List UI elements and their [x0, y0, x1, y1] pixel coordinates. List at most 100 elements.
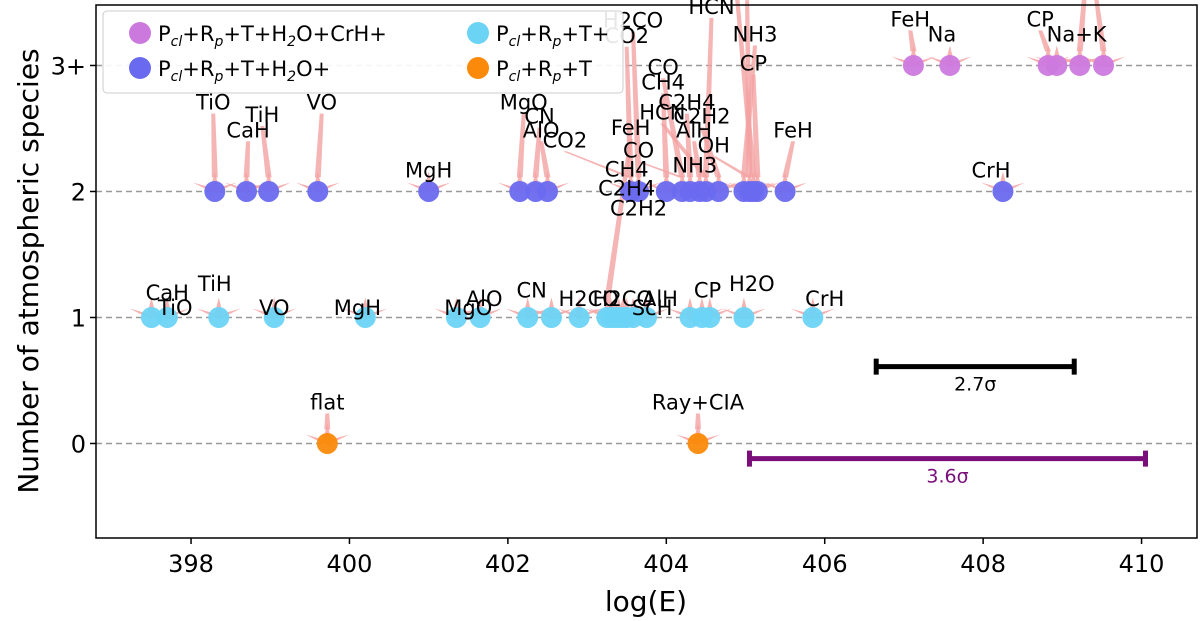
label-leader	[908, 30, 917, 52]
data-point	[445, 306, 467, 328]
point-label: AlH	[642, 287, 678, 311]
label-leader	[661, 78, 686, 178]
data-point	[687, 432, 709, 454]
y-axis-ticks: 0 1 2 3+	[51, 52, 96, 458]
label-leader	[631, 31, 642, 178]
data-point	[517, 306, 539, 328]
point-label: HCN	[639, 101, 685, 125]
point-label: CaH	[226, 118, 269, 142]
x-tick-label: 408	[960, 550, 1006, 578]
point-label: H2CO	[593, 287, 653, 311]
point-label: NH3	[672, 154, 717, 178]
data-point	[540, 306, 562, 328]
point-label: TiH	[197, 272, 232, 296]
point-label: OH	[698, 133, 730, 157]
point-label: CP	[740, 52, 767, 76]
legend-marker	[129, 57, 151, 79]
point-label: CO	[623, 138, 654, 162]
data-point	[418, 180, 440, 202]
x-tick-label: 398	[168, 550, 214, 578]
point-label: CN	[524, 104, 554, 128]
data-point	[258, 180, 280, 202]
point-label: VO	[306, 91, 337, 115]
point-label: FeH	[890, 7, 930, 31]
y-tick-label: 3+	[51, 52, 86, 80]
point-label: NH3	[733, 23, 778, 47]
point-label: AlO	[466, 287, 503, 311]
significance-bars: 2.7σ 3.6σ	[746, 358, 1149, 488]
point-label: MgH	[334, 296, 381, 320]
legend-label: Pcl+Rp+T+	[496, 22, 609, 50]
point-label: HCN	[688, 0, 734, 19]
point-label: H2CO	[558, 287, 618, 311]
label-leader	[243, 141, 251, 178]
point-label: CN	[516, 278, 546, 302]
data-point	[263, 306, 285, 328]
point-label: OH	[731, 0, 763, 1]
label-leader	[324, 413, 331, 430]
point-label: MgO	[444, 296, 492, 320]
label-leader	[516, 113, 526, 178]
point-label: C2H2	[610, 196, 667, 220]
point-label: Na	[928, 23, 957, 47]
x-axis-label: log(E)	[605, 585, 687, 618]
point-label: H2O	[729, 272, 775, 296]
x-tick-label: 410	[1119, 550, 1165, 578]
data-point	[1093, 54, 1115, 76]
data-point	[536, 180, 558, 202]
point-label: CO2	[543, 128, 588, 152]
label-leader	[782, 141, 796, 178]
label-leader	[692, 141, 703, 178]
data-point	[509, 180, 531, 202]
data-point	[636, 306, 657, 328]
x-tick-label: 402	[485, 550, 531, 578]
point-label: AlO	[523, 118, 560, 142]
point-label: FeH	[611, 116, 651, 140]
point-label: ScH	[632, 296, 673, 320]
point-label: MgH	[405, 159, 452, 183]
label-leader	[260, 126, 272, 178]
data-point	[992, 180, 1014, 202]
point-label: CaH	[146, 281, 189, 305]
label-leader	[636, 161, 686, 178]
data-point	[655, 180, 677, 202]
x-axis-ticks: 398 400 402 404 406 408 410	[168, 538, 1164, 578]
legend-label: Pcl+Rp+T+H2O+CrH+	[158, 22, 387, 50]
data-point	[699, 306, 721, 328]
y-axis-label: Number of atmospheric species	[12, 48, 45, 493]
y-tick-label: 1	[71, 304, 86, 332]
data-point	[235, 180, 257, 202]
plot-frame	[95, 4, 1198, 539]
label-leader	[562, 151, 634, 178]
y-tick-label: 2	[71, 178, 86, 206]
legend-marker	[467, 57, 489, 79]
data-point	[316, 432, 338, 454]
label-leader	[211, 113, 218, 178]
label-leader	[1094, 0, 1107, 52]
data-point	[208, 306, 230, 328]
label-leader	[624, 46, 634, 178]
data-point	[628, 180, 650, 202]
point-label: TiO	[157, 296, 193, 320]
data-point	[1046, 54, 1068, 76]
point-label: FeH	[773, 118, 813, 142]
data-point	[1069, 54, 1091, 76]
plot-area	[96, 5, 1197, 538]
x-tick-label: 400	[327, 550, 373, 578]
label-leader	[539, 141, 551, 178]
legend-marker	[129, 22, 151, 44]
legend: Pcl+Rp+T+H2O+CrH+ Pcl+Rp+T+H2O+ Pcl+Rp+T+ P…	[102, 10, 624, 94]
data-point	[204, 180, 226, 202]
label-leader	[532, 127, 542, 178]
label-leader	[1076, 0, 1087, 52]
x-tick-label: 404	[643, 550, 689, 578]
point-label: C2H2	[673, 104, 730, 128]
point-label: CP	[694, 278, 721, 302]
point-label: flat	[310, 390, 344, 414]
data-point	[140, 306, 162, 328]
point-label: CH4	[641, 70, 685, 94]
label-leader	[684, 113, 694, 178]
data-point	[469, 306, 491, 328]
data-points	[140, 54, 1115, 454]
